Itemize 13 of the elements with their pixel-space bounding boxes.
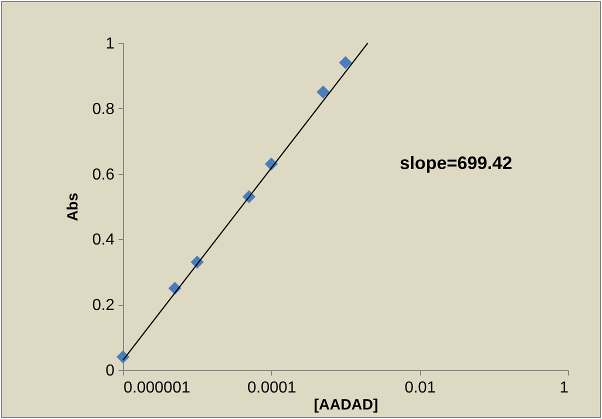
y-tick-label: 0.8: [92, 100, 115, 118]
y-tick-label: 0.4: [92, 232, 115, 249]
x-axis-title: [AADAD]: [314, 396, 378, 414]
y-tick-label: 0.2: [92, 297, 115, 314]
y-axis-title: Abs: [64, 192, 82, 222]
y-tick-label: 0: [106, 362, 115, 380]
x-tick-label: 0.000001: [124, 380, 190, 396]
x-tick-label: 0.0001: [247, 380, 296, 396]
y-tick-label: 1: [106, 36, 115, 52]
y-tick-label: 0.6: [92, 166, 115, 184]
x-tick-label: 0.01: [404, 380, 436, 396]
x-tick-label: 1: [560, 380, 569, 396]
annotation: slope=699.42: [400, 153, 512, 173]
